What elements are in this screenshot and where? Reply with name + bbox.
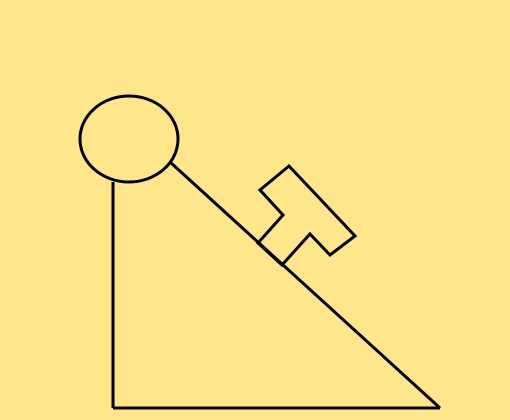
incline-triangle [111,160,442,410]
pulley-circle [78,94,180,184]
t-shaped-block [255,163,358,268]
incline-hypotenuse [168,160,442,410]
